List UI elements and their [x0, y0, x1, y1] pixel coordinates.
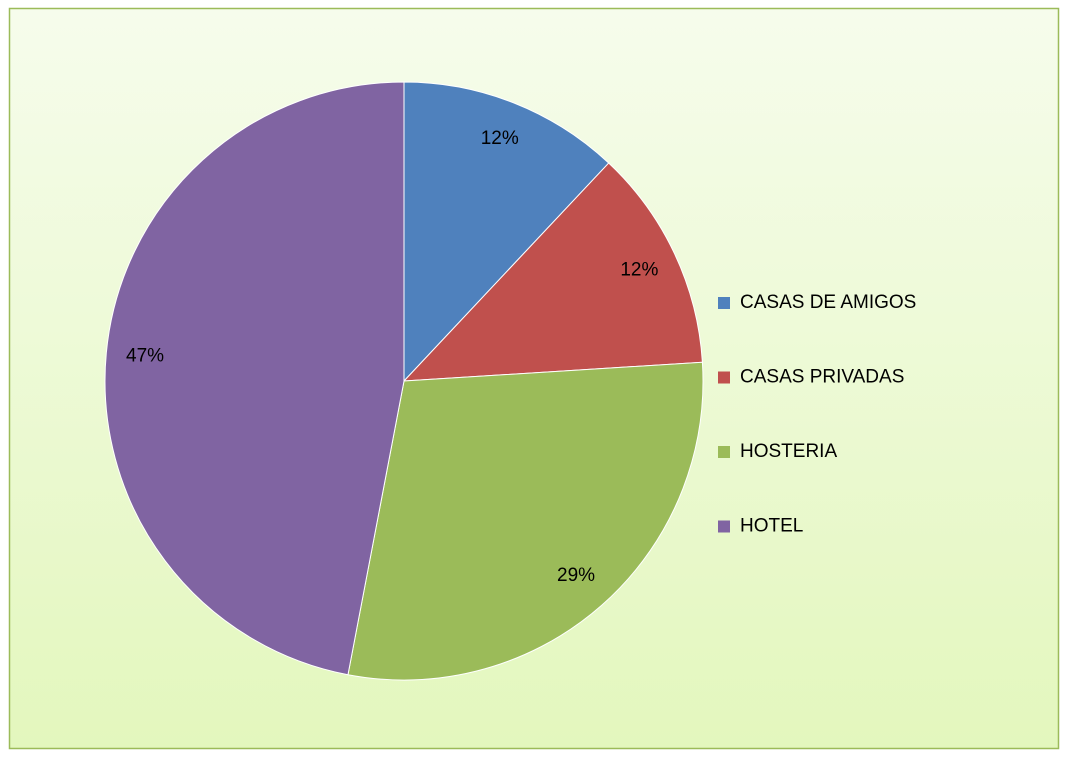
- legend-label: HOTEL: [740, 516, 803, 537]
- pie: 12% 12% 29% 47%: [104, 81, 704, 681]
- data-label: 47%: [126, 346, 164, 367]
- legend-swatch: [718, 297, 730, 309]
- legend-swatch: [718, 520, 730, 533]
- pie-slice: [347, 361, 704, 681]
- data-label: 29%: [557, 565, 595, 586]
- pie-slice: [403, 81, 610, 383]
- legend-label: CASAS DE AMIGOS: [740, 292, 916, 313]
- legend-label: CASAS PRIVADAS: [740, 367, 904, 388]
- pie-slice: [402, 162, 703, 382]
- legend-label: HOSTERIA: [740, 441, 837, 462]
- pie-slice: [104, 81, 405, 676]
- legend: CASAS DE AMIGOS CASAS PRIVADAS HOSTERIA HOT…: [718, 292, 916, 537]
- data-label: 12%: [620, 259, 658, 280]
- legend-swatch: [718, 446, 730, 458]
- data-label: 12%: [481, 128, 519, 149]
- legend-swatch: [718, 371, 730, 384]
